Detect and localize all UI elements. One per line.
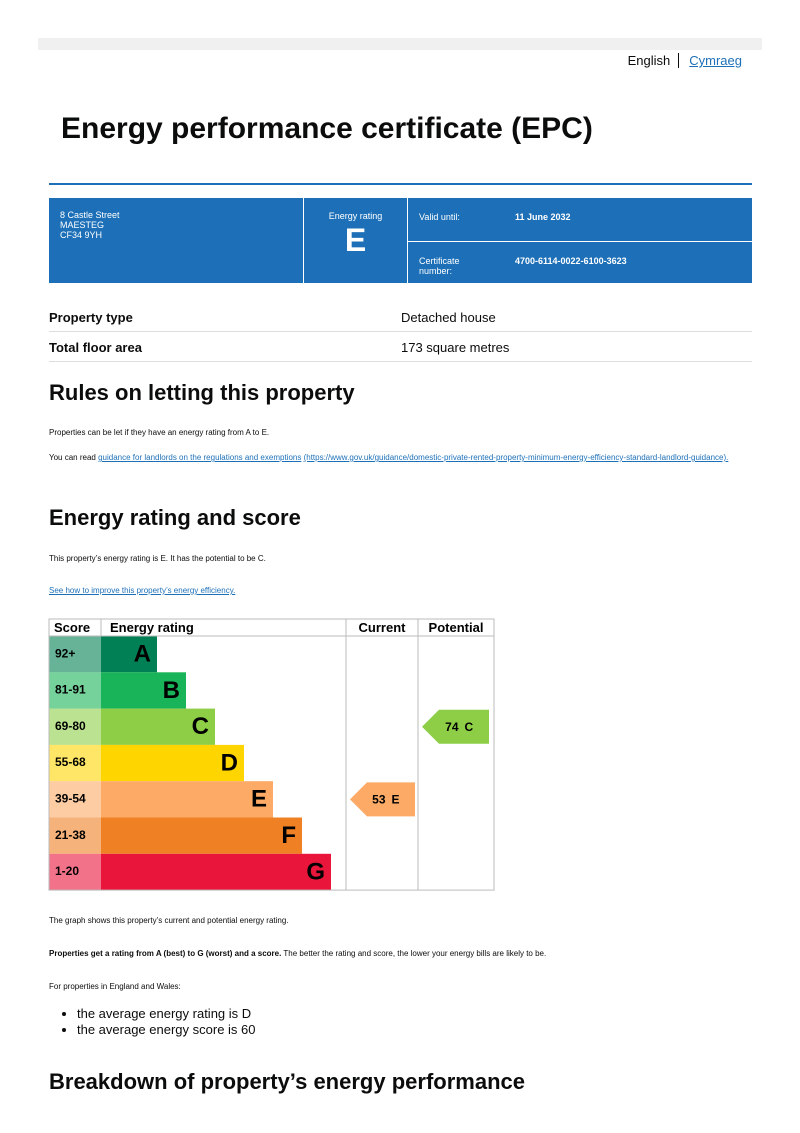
- band-bar: [101, 744, 244, 782]
- link[interactable]: See how to improve this property’s energ…: [49, 586, 236, 595]
- column-header: Current: [359, 620, 407, 635]
- current-score: 53: [372, 793, 386, 807]
- band-letter: E: [251, 786, 267, 813]
- paragraph: For properties in England and Wales:: [49, 982, 181, 991]
- band-bar: [101, 708, 215, 745]
- language: English: [627, 53, 671, 68]
- paragraph: Properties can be let if they have an en…: [49, 428, 270, 437]
- summary-box: 8 Castle Street MAESTEG CF34 9YH Energy …: [49, 198, 752, 283]
- page-title: Energy performance certificate (EPC): [61, 112, 593, 145]
- column-header: Score: [54, 620, 90, 635]
- score-range: 39-54: [55, 792, 86, 806]
- potential-letter: C: [465, 720, 474, 734]
- certificate-label: Certificate number:: [419, 256, 460, 276]
- band-bar: [101, 817, 302, 854]
- valid-until-label: Valid until:: [419, 212, 460, 222]
- score-cell: [49, 781, 101, 818]
- band-bar: [101, 672, 186, 709]
- text: You can read: [49, 453, 96, 462]
- paragraph: The graph shows this property’s current …: [49, 916, 289, 925]
- property-key: Property type: [49, 310, 133, 325]
- paragraph: Properties get a rating from A (best) to…: [49, 948, 739, 959]
- table-border: [48, 618, 495, 891]
- column-header: Potential: [429, 620, 484, 635]
- property-row: Total floor area 173 square metres: [49, 331, 752, 362]
- text: The better the rating and score, the low…: [283, 949, 547, 958]
- score-range: 21-38: [55, 828, 86, 842]
- rating-label: Energy rating: [328, 211, 383, 221]
- potential-score: 74: [445, 720, 459, 734]
- list-item: the average energy score is 60: [77, 1022, 256, 1038]
- potential-arrow: [422, 709, 489, 744]
- score-cell: [49, 672, 101, 709]
- averages-list: the average energy rating is D the avera…: [49, 1006, 256, 1038]
- band-letter: A: [134, 640, 151, 667]
- paragraph: This property’s energy rating is E. It h…: [49, 554, 266, 563]
- link-url[interactable]: (https://www.gov.uk/guidance/domestic-pr…: [303, 453, 729, 462]
- address-line: CF34 9YH: [60, 230, 103, 240]
- score-range: 1-20: [55, 864, 79, 878]
- property-value: Detached house: [401, 310, 496, 325]
- score-cell: [49, 636, 101, 673]
- property-row: Property type Detached house: [49, 301, 752, 332]
- score-range: 55-68: [55, 755, 86, 769]
- band-letter: B: [163, 677, 180, 704]
- band-letter: F: [281, 822, 296, 849]
- address-line: MAESTEG: [60, 220, 105, 230]
- link[interactable]: guidance for landlords on the regulation…: [98, 453, 302, 462]
- column-header: Energy rating: [110, 620, 194, 635]
- current-letter: E: [392, 793, 400, 807]
- language-link[interactable]: Cymraeg: [678, 53, 742, 68]
- property-value: 173 square metres: [401, 340, 510, 355]
- paragraph: You can read guidance for landlords on t…: [49, 452, 739, 463]
- section-heading: Energy rating and score: [49, 505, 301, 530]
- divider: [49, 183, 752, 185]
- band-letter: D: [221, 749, 238, 776]
- section-heading: Rules on letting this property: [49, 380, 355, 405]
- language-switch: English Cymraeg: [628, 53, 742, 68]
- score-range: 92+: [55, 646, 75, 660]
- score-range: 81-91: [55, 683, 86, 697]
- bold-text: Properties get a rating from A (best) to…: [49, 949, 282, 958]
- rating-chart: Score Energy rating Current Potential 92+ A 81…: [48, 618, 495, 891]
- band-bar: [101, 636, 157, 673]
- certificate-number: 4700-6114-0022-6100-3623: [515, 256, 627, 266]
- score-cell: [49, 744, 101, 782]
- current-arrow: [350, 782, 415, 817]
- section-heading: Breakdown of property’s energy performan…: [49, 1069, 525, 1094]
- score-range: 69-80: [55, 719, 86, 733]
- band-letter: C: [192, 713, 209, 740]
- rating-letter: E: [344, 222, 367, 258]
- band-bar: [101, 781, 273, 818]
- property-key: Total floor area: [49, 340, 142, 355]
- address-line: 8 Castle Street: [60, 210, 120, 220]
- score-cell: [49, 708, 101, 745]
- list-item: the average energy rating is D: [77, 1006, 256, 1022]
- score-cell: [49, 853, 101, 891]
- band-bar: [101, 853, 331, 891]
- band-letter: G: [306, 858, 325, 885]
- score-cell: [49, 817, 101, 854]
- valid-until: 11 June 2032: [515, 212, 571, 222]
- top-bar: [38, 38, 762, 50]
